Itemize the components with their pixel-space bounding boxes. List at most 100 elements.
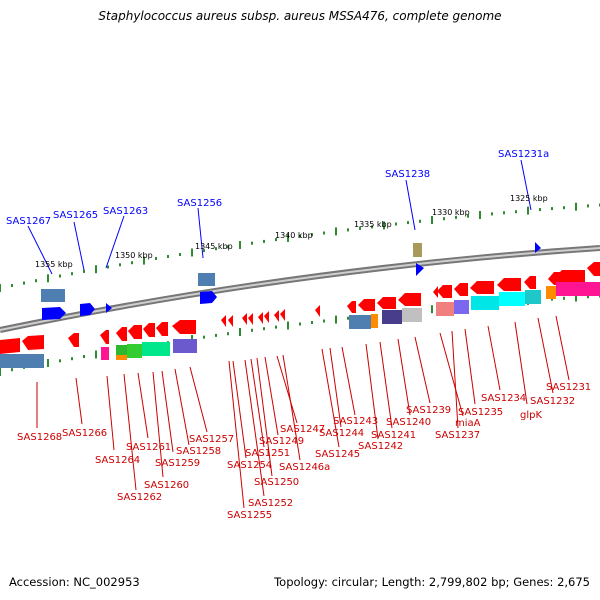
gene-label-SAS1254[interactable]: SAS1254 [227, 460, 272, 471]
gene-label-SAS1260[interactable]: SAS1260 [144, 480, 189, 491]
gene-SAS1245[interactable] [315, 305, 320, 317]
gene-SAS1231[interactable] [554, 270, 585, 284]
gene-SAS1238[interactable] [416, 263, 424, 276]
leader-line [152, 371, 164, 478]
gene-label-SAS1251[interactable]: SAS1251 [245, 448, 290, 459]
gene-label-SAS1239[interactable]: SAS1239 [406, 405, 451, 416]
gene-SAS1256[interactable] [200, 291, 217, 304]
gene-label-SAS1259[interactable]: SAS1259 [155, 458, 200, 469]
gene-label-SAS1258[interactable]: SAS1258 [176, 446, 221, 457]
gene-label-SAS1237[interactable]: SAS1237 [435, 430, 480, 441]
gene-SAS1266a[interactable] [22, 335, 44, 350]
gene-SAS1231a[interactable] [535, 242, 541, 253]
gene-SAS1258[interactable] [172, 320, 196, 334]
gene-label-SAS1257[interactable]: SAS1257 [189, 434, 234, 445]
gene-SAS1230[interactable] [587, 262, 600, 276]
leader-line [228, 360, 245, 509]
gene-label-SAS1243[interactable]: SAS1243 [333, 416, 378, 427]
gene-SAS1240[interactable] [398, 293, 421, 306]
gene-label-SAS1234[interactable]: SAS1234 [481, 393, 526, 404]
scale-tick-minor [11, 284, 13, 287]
scale-tick-minor [251, 241, 253, 245]
leader-line [123, 373, 137, 491]
gene-SAS1252[interactable] [242, 313, 247, 325]
leader-line [73, 221, 85, 271]
gene-SAS1234[interactable] [497, 278, 521, 291]
scale-tick-minor [299, 234, 301, 238]
gene-SAS1246a[interactable] [280, 309, 285, 321]
gene-SAS1268[interactable] [0, 338, 20, 354]
gene-SAS1239[interactable] [433, 286, 438, 298]
gene-label-SAS1238[interactable]: SAS1238 [385, 169, 430, 180]
gene-label-SAS1252[interactable]: SAS1252 [248, 498, 293, 509]
gene-label-SAS1240[interactable]: SAS1240 [386, 417, 431, 428]
gene-label-SAS1244[interactable]: SAS1244 [319, 428, 364, 439]
scale-tick-minor [59, 274, 61, 278]
scale-tick-minor [263, 327, 265, 331]
gene-SAS1244[interactable] [347, 301, 356, 313]
scale-tick-major [47, 274, 49, 283]
scale-tick-minor [215, 333, 217, 337]
gene-SAS1261[interactable] [128, 325, 142, 339]
gene-SAS1264[interactable] [100, 330, 109, 344]
scale-tick-minor [515, 210, 517, 214]
gene-label-SAS1242[interactable]: SAS1242 [358, 441, 403, 452]
leader-line [137, 372, 149, 439]
scale-tick-minor [131, 261, 133, 265]
gene-label-SAS1268[interactable]: SAS1268 [17, 432, 62, 443]
gene-SAS1247[interactable] [274, 310, 279, 322]
gene-label-SAS1246a[interactable]: SAS1246a [279, 462, 330, 473]
leader-line [397, 338, 411, 416]
gene-label-SAS1267[interactable]: SAS1267 [6, 216, 51, 227]
gene-SAS1267[interactable] [42, 307, 66, 320]
gene-SAS1260[interactable] [143, 323, 155, 337]
gene-SAS1254[interactable] [228, 315, 233, 327]
forward-features [41, 243, 422, 302]
gene-label-SAS1249[interactable]: SAS1249 [259, 436, 304, 447]
gene-label-miaA[interactable]: miaA [455, 418, 481, 429]
gene-label-SAS1250[interactable]: SAS1250 [254, 477, 299, 488]
gene-label-SAS1245[interactable]: SAS1245 [315, 449, 360, 460]
gene-label-SAS1266[interactable]: SAS1266 [62, 428, 107, 439]
gene-label-SAS1235[interactable]: SAS1235 [458, 407, 503, 418]
gene-SAS1266[interactable] [68, 333, 79, 347]
scale-tick-minor [71, 357, 73, 361]
gene-label-glpK[interactable]: glpK [520, 410, 542, 421]
gene-label-SAS1264[interactable]: SAS1264 [95, 455, 140, 466]
feature-box [382, 310, 402, 324]
gene-SAS1262[interactable] [116, 327, 127, 341]
gene-SAS1251[interactable] [248, 313, 253, 325]
gene-SAS1242[interactable] [377, 297, 396, 309]
gene-glpK[interactable] [524, 276, 536, 289]
gene-label-SAS1232[interactable]: SAS1232 [530, 396, 575, 407]
gene-label-SAS1255[interactable]: SAS1255 [227, 510, 272, 521]
gene-label-SAS1247[interactable]: SAS1247 [280, 424, 325, 435]
gene-SAS1265[interactable] [80, 303, 95, 316]
gene-SAS1250[interactable] [258, 312, 263, 324]
gene-label-SAS1261[interactable]: SAS1261 [126, 442, 171, 453]
gene-label-SAS1231[interactable]: SAS1231 [546, 382, 591, 393]
gene-SAS1243[interactable] [358, 299, 375, 311]
gene-label-SAS1265[interactable]: SAS1265 [53, 210, 98, 221]
gene-SAS1235[interactable] [470, 281, 494, 294]
scale-tick-minor [179, 253, 181, 256]
scale-tick-minor [587, 204, 589, 208]
scale-tick-minor [311, 233, 313, 237]
leader-line [451, 330, 459, 429]
gene-label-SAS1241[interactable]: SAS1241 [371, 430, 416, 441]
gene-SAS1237[interactable] [454, 283, 468, 296]
gene-label-SAS1256[interactable]: SAS1256 [177, 198, 222, 209]
gene-SAS1255[interactable] [221, 315, 226, 327]
gene-label-SAS1262[interactable]: SAS1262 [117, 492, 162, 503]
gene-miaA[interactable] [437, 285, 452, 298]
scale-tick-minor [563, 296, 565, 300]
gene-label-SAS1263[interactable]: SAS1263 [103, 206, 148, 217]
scale-tick-minor [359, 226, 361, 230]
gene-SAS1249[interactable] [264, 311, 269, 323]
feature-box [142, 342, 170, 356]
gene-label-SAS1231a[interactable]: SAS1231a [498, 149, 549, 160]
leader-line [405, 179, 416, 231]
gene-SAS1263[interactable] [106, 303, 112, 313]
gene-SAS1259[interactable] [156, 322, 168, 336]
